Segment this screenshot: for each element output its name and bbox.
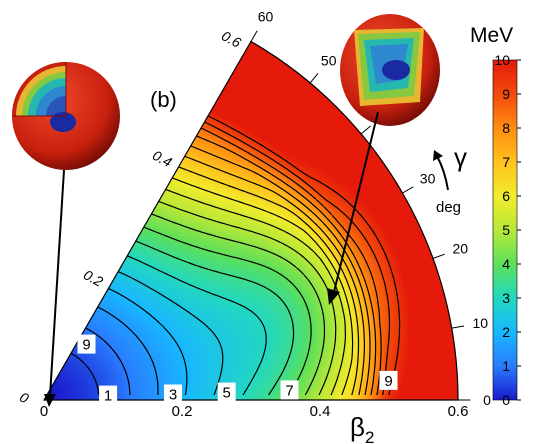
contour-label-box — [99, 385, 118, 405]
colorbar-tick-label: 7 — [502, 154, 510, 170]
colorbar-unit: MeV — [470, 24, 513, 47]
gamma-tick — [250, 30, 258, 42]
pointer-arrows — [44, 111, 379, 407]
beta-scale-label: 0.2 — [81, 266, 106, 289]
beta-axis-label: β2 — [350, 412, 374, 444]
triaxial-nucleus-inset — [340, 14, 440, 126]
spherical-nucleus-inset — [12, 62, 120, 170]
contour-label: 9 — [82, 337, 90, 354]
gamma-unit-label: deg — [436, 199, 461, 216]
beta-tick-label: 0.2 — [172, 403, 193, 420]
colorbar-tick-label: 5 — [502, 222, 510, 238]
gamma-tick-label: 20 — [453, 241, 469, 257]
gamma-axis-label: γ — [454, 142, 467, 172]
colorbar-tick-label: 10 — [494, 52, 510, 68]
panel-label: (b) — [150, 87, 177, 112]
contour-label: 5 — [223, 385, 231, 402]
contour-label: 1 — [104, 388, 112, 405]
gamma-tick — [309, 72, 319, 84]
contour-label-box — [164, 384, 182, 404]
colorbar-tick-label: 1 — [502, 358, 510, 374]
gamma-tick — [402, 186, 414, 194]
gamma-direction-arrow — [436, 155, 449, 191]
gamma-tick — [432, 253, 445, 259]
gamma-tick-label: 0 — [483, 392, 491, 408]
contour-label-box — [217, 382, 236, 402]
contour-label-box — [280, 380, 299, 400]
beta-axis-ticks: 0 0.2 0.4 0.6 — [40, 403, 469, 420]
colorbar-tick-label: 6 — [502, 188, 510, 204]
colorbar-tick-label: 9 — [502, 86, 510, 102]
gamma-tick — [360, 125, 372, 135]
contour-label-box — [77, 334, 96, 354]
gamma-arrowhead — [433, 150, 443, 161]
beta-tick-label: 0.6 — [448, 403, 469, 420]
beta-scale-label: 0.6 — [219, 27, 244, 50]
gamma-tick — [451, 325, 464, 329]
contour-value-labels: 1 3 5 7 9 9 — [77, 334, 398, 405]
colorbar-gradient — [492, 59, 518, 401]
beta-scale-label: 0 — [17, 389, 32, 407]
colorbar-tick-label: 0 — [502, 392, 510, 408]
gamma-tick-label: 50 — [321, 53, 337, 69]
colorbar-tick-label: 4 — [502, 256, 510, 272]
gamma-tick-label: 60 — [258, 8, 274, 24]
beta-tick-label: 0 — [40, 403, 48, 420]
contour-label-box — [379, 370, 398, 390]
contour-label: 3 — [169, 387, 177, 404]
contour-label: 9 — [384, 373, 392, 390]
colorbar-tick-label: 3 — [502, 290, 510, 306]
beta-scale-label: 0.4 — [150, 147, 175, 170]
colorbar: MeV 0 1 2 3 4 5 6 7 8 9 10 — [470, 24, 521, 408]
gamma-tick-label: 10 — [473, 315, 489, 331]
contour-label: 7 — [285, 382, 293, 399]
gamma-tick-label: 30 — [420, 171, 436, 187]
colorbar-tick-label: 2 — [502, 324, 510, 340]
colorbar-tick-label: 8 — [502, 120, 510, 136]
beta-tick-label: 0.4 — [310, 403, 331, 420]
colorbar-ticks: 0 1 2 3 4 5 6 7 8 9 10 — [494, 52, 521, 408]
